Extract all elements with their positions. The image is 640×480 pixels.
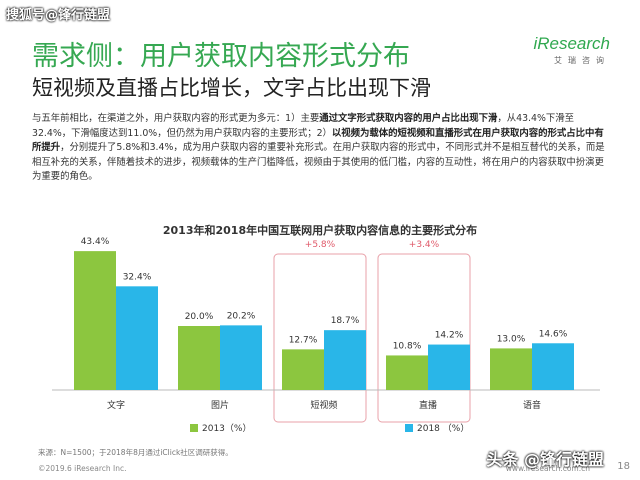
site-url: www.iresearch.com.cn bbox=[505, 464, 590, 473]
copyright: ©2019.6 iResearch Inc. bbox=[38, 464, 127, 473]
logo-sub: 艾瑞咨询 bbox=[554, 56, 610, 65]
category-label-3: 直播 bbox=[419, 399, 437, 411]
legend-swatch-1 bbox=[405, 423, 413, 432]
data-label-语音-1: 14.6% bbox=[539, 329, 568, 339]
data-label-文字-1: 32.4% bbox=[123, 272, 152, 282]
category-label-2: 短视频 bbox=[310, 399, 337, 411]
para-part1: 与五年前相比，在渠道之外，用户获取内容的形式更为多元：1）主要 bbox=[32, 113, 320, 124]
page-title: 需求侧：用户获取内容形式分布 bbox=[32, 41, 410, 72]
data-label-短视频-1: 18.7% bbox=[331, 316, 360, 326]
data-label-图片-1: 20.2% bbox=[227, 311, 256, 321]
growth-annotation-1: +3.4% bbox=[409, 240, 440, 250]
bar-语音-0 bbox=[490, 348, 532, 390]
page-number: 18 bbox=[617, 461, 630, 472]
bar-直播-0 bbox=[386, 355, 428, 390]
legend-item-0: 2013（%） bbox=[190, 421, 251, 434]
para-part3: ，分别提升了5.8%和3.4%，成为用户获取内容的重要补充形式。在用户获取内容的… bbox=[32, 142, 605, 183]
data-label-直播-0: 10.8% bbox=[393, 341, 422, 351]
legend-label-1: 2018 （%） bbox=[417, 424, 470, 434]
data-label-语音-0: 13.0% bbox=[497, 334, 526, 344]
data-label-图片-0: 20.0% bbox=[185, 312, 214, 322]
bar-短视频-0 bbox=[282, 349, 324, 390]
bar-文字-0 bbox=[74, 251, 116, 390]
para-part2: ，从43.4%下滑至32.4%，下滑幅度达到11.0%，但仍然为用户获取内容的主… bbox=[32, 113, 575, 139]
chart-title: 2013年和2018年中国互联网用户获取内容信息的主要形式分布 bbox=[162, 224, 478, 237]
data-label-短视频-0: 12.7% bbox=[289, 335, 318, 345]
para-bold2: 以视频为载体的短视频和直播形式在用户获取内容的形式占比中有所提升 bbox=[32, 127, 604, 154]
watermark-bottom: 头条 @锋行链盟 bbox=[486, 450, 604, 469]
legend-label-0: 2013（%） bbox=[202, 424, 252, 434]
data-label-直播-1: 14.2% bbox=[435, 331, 464, 341]
watermark-top: 搜狐号@锋行链盟 bbox=[6, 8, 111, 23]
iresearch-logo: iResearch 艾瑞咨询 bbox=[533, 34, 610, 66]
page-subtitle: 短视频及直播占比增长，文字占比出现下滑 bbox=[32, 76, 431, 100]
bar-图片-1 bbox=[220, 325, 262, 390]
bar-直播-1 bbox=[428, 344, 470, 390]
highlight-box-1 bbox=[377, 253, 471, 423]
summary-paragraph: 与五年前相比，在渠道之外，用户获取内容的形式更为多元：1）主要通过文字形式获取内… bbox=[32, 112, 612, 185]
category-label-0: 文字 bbox=[107, 399, 125, 411]
bar-文字-1 bbox=[116, 286, 158, 390]
bar-语音-1 bbox=[532, 343, 574, 390]
category-label-4: 语音 bbox=[523, 399, 541, 411]
bar-短视频-1 bbox=[324, 330, 366, 390]
logo-brand: iResearch bbox=[533, 34, 610, 53]
source-note: 来源：N=1500；于2018年8月通过iClick社区调研获得。 bbox=[38, 448, 233, 457]
data-label-文字-0: 43.4% bbox=[81, 237, 110, 247]
para-bold1: 通过文字形式获取内容的用户占比出现下滑 bbox=[319, 113, 498, 124]
legend-item-1: 2018 （%） bbox=[405, 421, 469, 434]
bar-图片-0 bbox=[178, 326, 220, 390]
growth-annotation-0: +5.8% bbox=[305, 240, 336, 250]
legend-swatch-0 bbox=[190, 423, 198, 432]
category-label-1: 图片 bbox=[211, 399, 229, 411]
